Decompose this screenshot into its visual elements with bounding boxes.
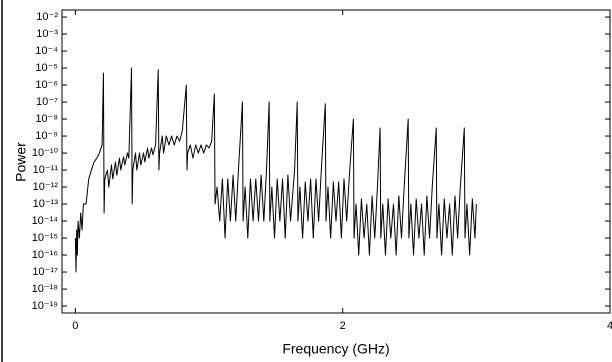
y-tick-label: 10⁻⁴ (35, 45, 58, 57)
y-tick-label: 10⁻¹³ (33, 198, 59, 210)
y-tick-label: 10⁻¹⁸ (32, 283, 58, 295)
y-tick-label: 10⁻¹² (33, 181, 59, 193)
y-tick-label: 10⁻¹⁵ (32, 232, 58, 244)
x-tick-label: 4 (607, 320, 612, 332)
plot-frame (61, 9, 611, 314)
y-tick-label: 10⁻¹⁰ (32, 147, 59, 159)
y-tick-label: 10⁻¹¹ (33, 164, 59, 176)
y-axis-title: Power (13, 142, 29, 182)
y-tick-label: 10⁻⁸ (35, 113, 58, 125)
y-tick-label: 10⁻¹⁶ (32, 249, 58, 261)
y-tick-label: 10⁻¹⁴ (32, 215, 59, 227)
y-tick-label: 10⁻⁹ (35, 130, 58, 142)
y-tick-label: 10⁻⁵ (35, 62, 58, 74)
y-tick-label: 10⁻⁶ (35, 79, 58, 91)
x-tick-label: 2 (340, 320, 346, 332)
y-tick-label: 10⁻³ (36, 28, 58, 40)
y-tick-label: 10⁻¹⁷ (32, 266, 58, 278)
series-line (74, 67, 477, 273)
y-tick-label: 10⁻⁷ (36, 96, 58, 108)
x-axis-title: Frequency (GHz) (282, 341, 389, 357)
y-tick-label: 10⁻² (36, 11, 58, 23)
x-tick-label: 0 (72, 320, 78, 332)
y-tick-label: 10⁻¹⁹ (32, 300, 58, 312)
